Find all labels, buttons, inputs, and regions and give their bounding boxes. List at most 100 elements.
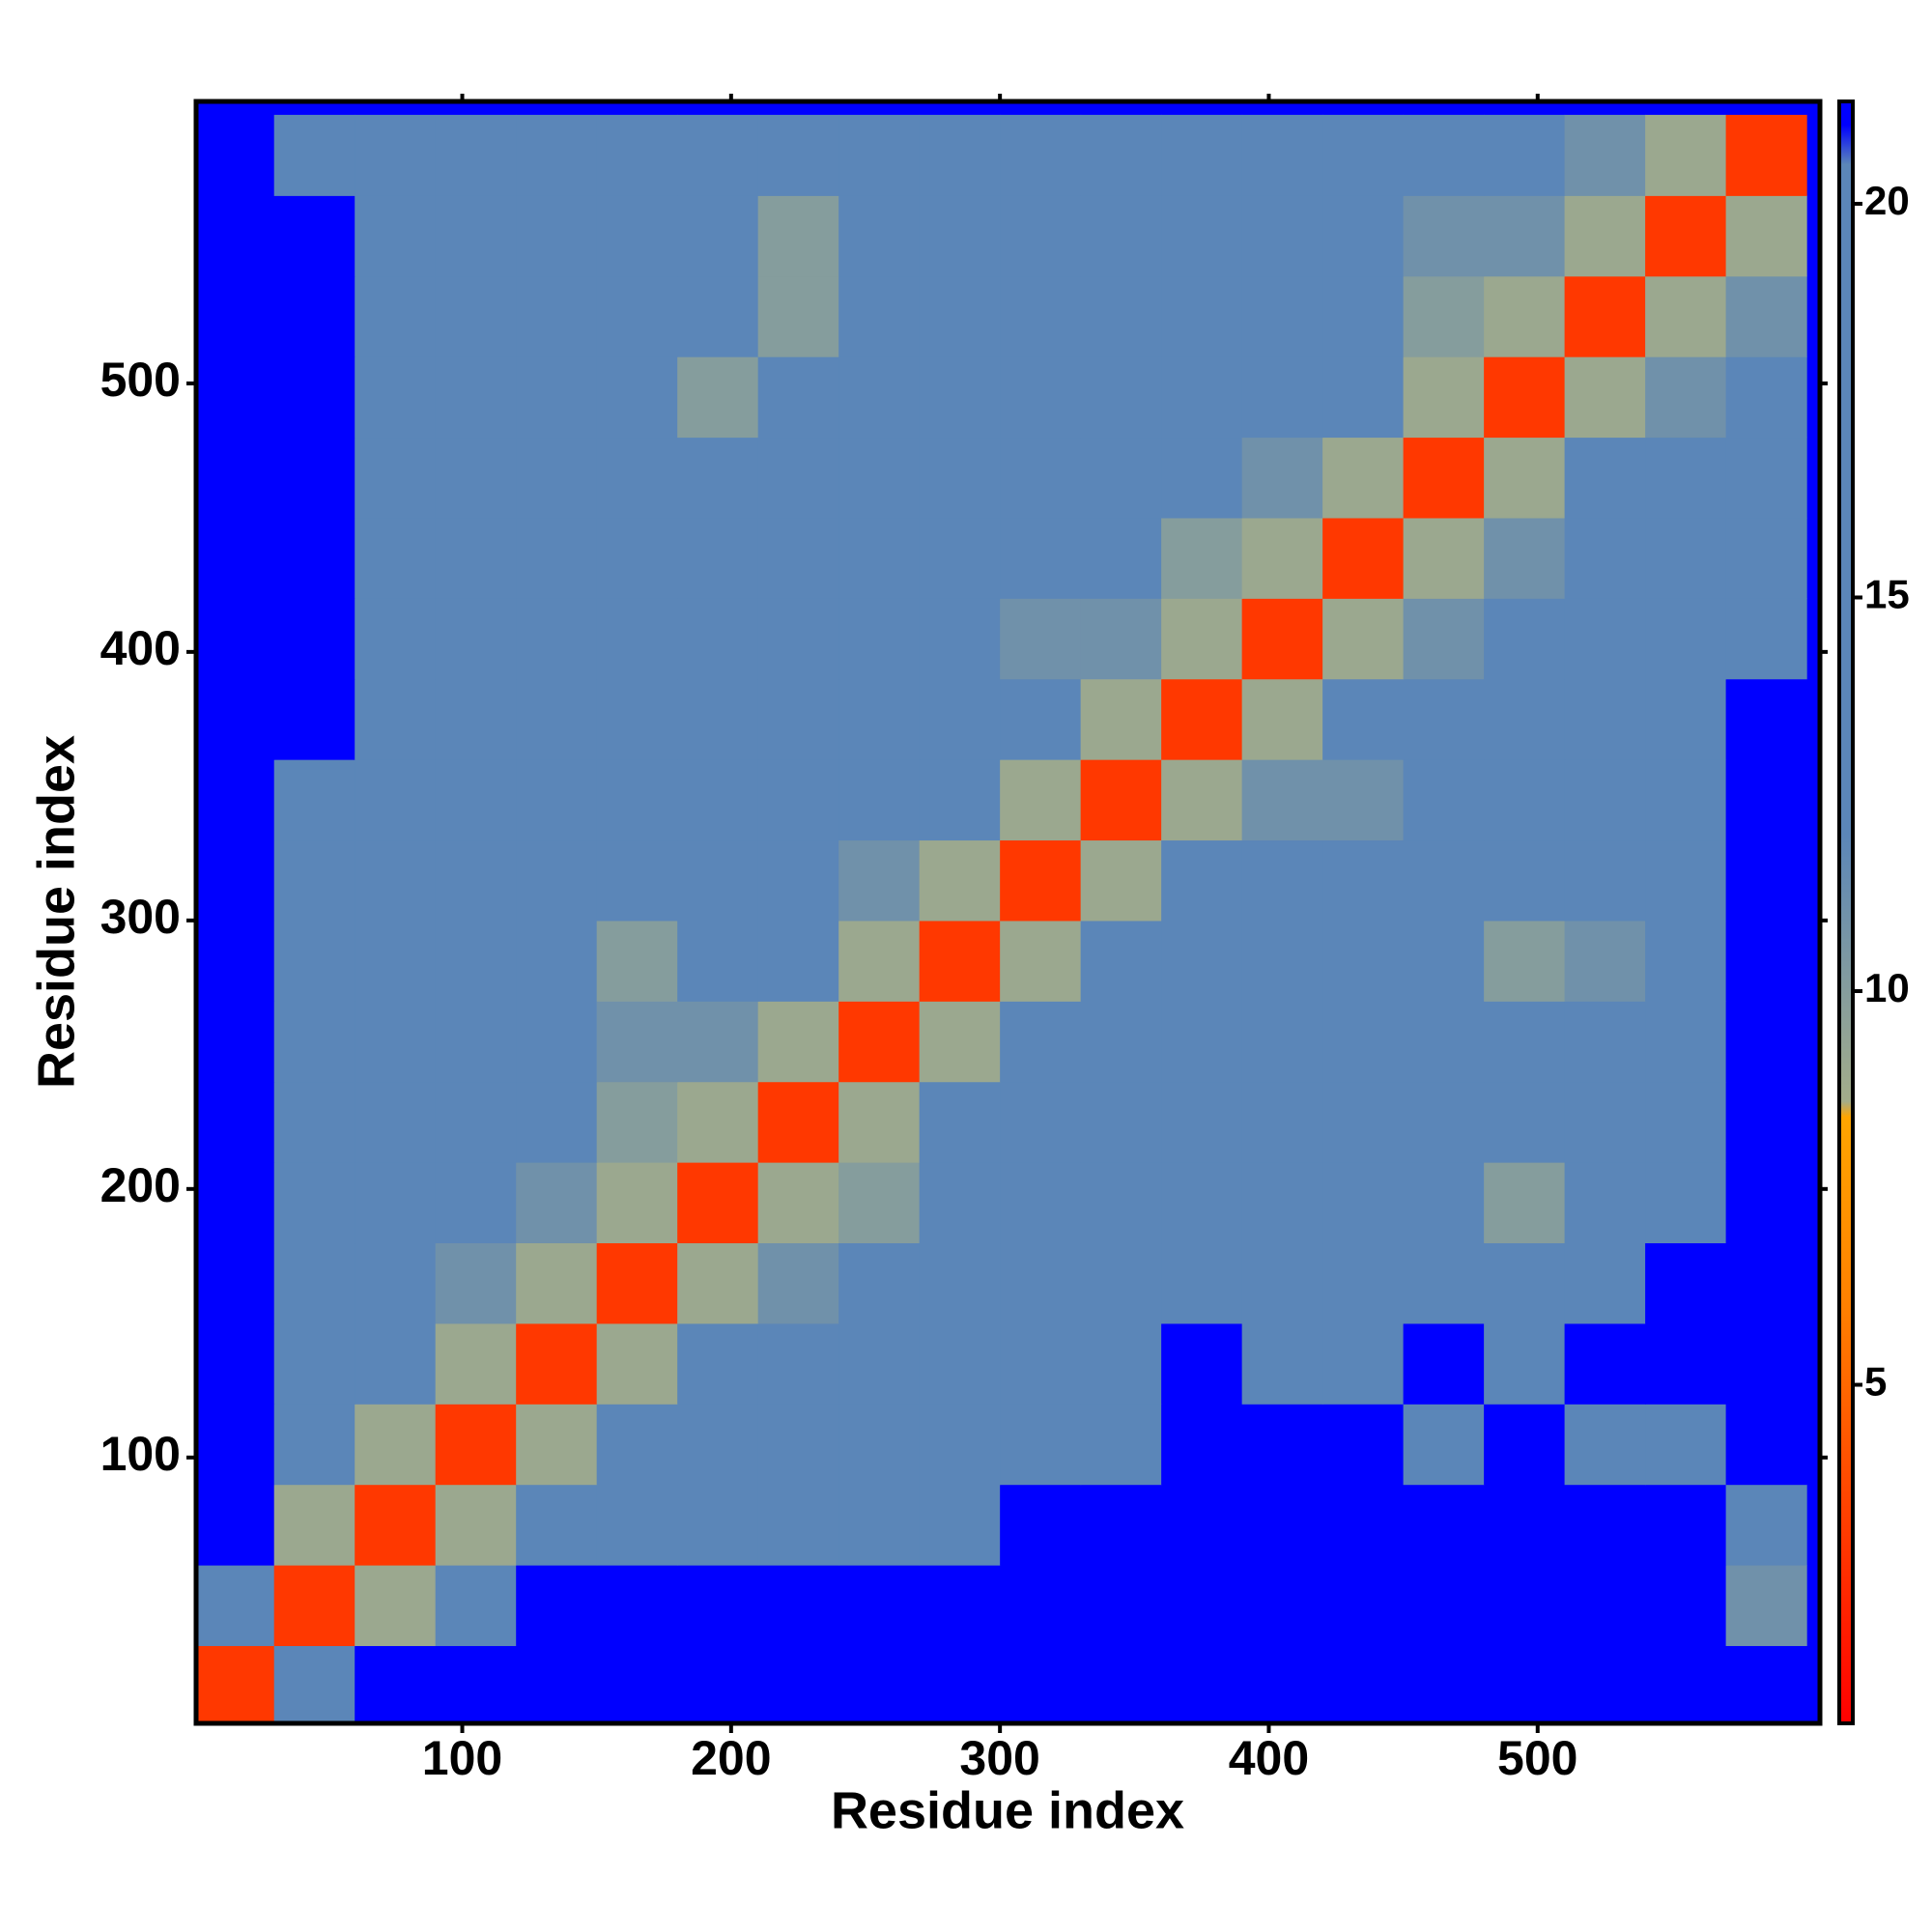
heatmap-cell <box>1484 275 1566 357</box>
heatmap-cell <box>1564 839 1646 922</box>
colorbar-tick-label: 15 <box>1864 572 1910 617</box>
heatmap-cell <box>838 195 921 277</box>
heatmap-cell <box>1564 678 1646 760</box>
heatmap-cell <box>1484 920 1566 1002</box>
heatmap-cell <box>1322 1484 1405 1566</box>
heatmap-cell <box>1564 275 1646 357</box>
heatmap-cell <box>1000 1001 1082 1083</box>
heatmap-cell <box>1161 1001 1243 1083</box>
heatmap-cell <box>1403 678 1485 760</box>
heatmap-cell <box>1484 1162 1566 1244</box>
heatmap-cell <box>1161 678 1243 760</box>
heatmap-cell <box>1564 598 1646 680</box>
heatmap-cell <box>838 678 921 760</box>
heatmap-cell <box>1080 1645 1162 1723</box>
heatmap-cell <box>273 437 355 519</box>
heatmap-cell <box>1241 1322 1323 1405</box>
heatmap-cell <box>1645 1242 1727 1324</box>
heatmap-cell <box>355 1242 437 1324</box>
heatmap-cell <box>1564 1081 1646 1163</box>
heatmap-cell <box>1000 1242 1082 1324</box>
heatmap-cell <box>677 356 759 439</box>
heatmap-cell <box>1484 1645 1566 1723</box>
heatmap-cell <box>1564 1564 1646 1646</box>
heatmap-cell <box>1403 759 1485 841</box>
heatmap-cell <box>1564 517 1646 599</box>
heatmap-cell <box>757 1081 839 1163</box>
heatmap-cell <box>1725 598 1807 680</box>
heatmap-cell <box>273 678 355 760</box>
heatmap-cell <box>1322 1564 1405 1646</box>
heatmap-cell <box>1000 195 1082 277</box>
heatmap-cell <box>516 1162 598 1244</box>
heatmap-cell <box>435 1404 517 1486</box>
heatmap-cell <box>1403 1001 1485 1083</box>
heatmap-cell <box>677 1081 759 1163</box>
heatmap-cell <box>1484 598 1566 680</box>
heatmap-cell <box>355 1404 437 1486</box>
heatmap-cell <box>1725 839 1807 922</box>
heatmap-cell <box>355 1484 437 1566</box>
heatmap-cell <box>1725 1081 1807 1163</box>
heatmap-cell <box>677 1001 759 1083</box>
heatmap-cell <box>273 1001 355 1083</box>
heatmap-cell <box>196 1162 275 1244</box>
heatmap-cell <box>919 1001 1001 1083</box>
heatmap-cell <box>273 759 355 841</box>
heatmap-cell <box>355 275 437 357</box>
heatmap-cell <box>1484 1081 1566 1163</box>
heatmap-cell <box>838 1404 921 1486</box>
heatmap-cell <box>435 195 517 277</box>
heatmap-cell <box>355 1564 437 1646</box>
heatmap-cell <box>1000 920 1082 1002</box>
heatmap-cell <box>1725 1162 1807 1244</box>
heatmap-cell <box>838 1081 921 1163</box>
heatmap-cell <box>1241 1242 1323 1324</box>
heatmap-cell <box>757 598 839 680</box>
heatmap-cell <box>838 1645 921 1723</box>
heatmap-cell <box>596 275 678 357</box>
heatmap-cell <box>596 437 678 519</box>
heatmap-cell <box>838 598 921 680</box>
heatmap-cell <box>1645 920 1727 1002</box>
heatmap-cell <box>919 759 1001 841</box>
heatmap-cell <box>1484 1564 1566 1646</box>
heatmap-cell <box>596 195 678 277</box>
heatmap-cell <box>677 1564 759 1646</box>
heatmap-cell <box>838 1564 921 1646</box>
heatmap-cell <box>273 920 355 1002</box>
heatmap-cell <box>1080 1404 1162 1486</box>
heatmap-cell <box>596 1564 678 1646</box>
heatmap-cell <box>435 1322 517 1405</box>
heatmap-cell <box>1484 1404 1566 1486</box>
heatmap-cell <box>919 920 1001 1002</box>
heatmap-cell <box>516 356 598 439</box>
heatmap-cell <box>1725 920 1807 1002</box>
heatmap-cell <box>1484 1242 1566 1324</box>
heatmap-cell <box>273 1162 355 1244</box>
heatmap-cell <box>1725 1404 1807 1486</box>
heatmap-cell <box>355 1001 437 1083</box>
heatmap-cell <box>355 356 437 439</box>
heatmap-cell <box>757 1162 839 1244</box>
heatmap-cell <box>1645 1484 1727 1566</box>
heatmap-cell <box>1564 437 1646 519</box>
heatmap-cell <box>196 1322 275 1405</box>
heatmap-cell <box>919 195 1001 277</box>
heatmap-cell <box>1161 1484 1243 1566</box>
heatmap-cell <box>1322 1404 1405 1486</box>
colorbar <box>1837 99 1855 1725</box>
heatmap-cell <box>516 114 598 196</box>
heatmap-cell <box>1322 114 1405 196</box>
heatmap-cell <box>1241 195 1323 277</box>
heatmap-cell <box>1322 1001 1405 1083</box>
y-tick-label: 100 <box>100 1427 181 1481</box>
heatmap-cell <box>196 1404 275 1486</box>
heatmap-cell <box>1241 1484 1323 1566</box>
heatmap-cell <box>273 356 355 439</box>
heatmap-cell <box>1725 678 1807 760</box>
heatmap-cell <box>1161 1404 1243 1486</box>
heatmap-cell <box>1403 114 1485 196</box>
heatmap-cell <box>355 598 437 680</box>
